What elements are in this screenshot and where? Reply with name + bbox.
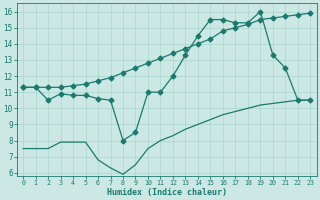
X-axis label: Humidex (Indice chaleur): Humidex (Indice chaleur) [107,188,227,197]
